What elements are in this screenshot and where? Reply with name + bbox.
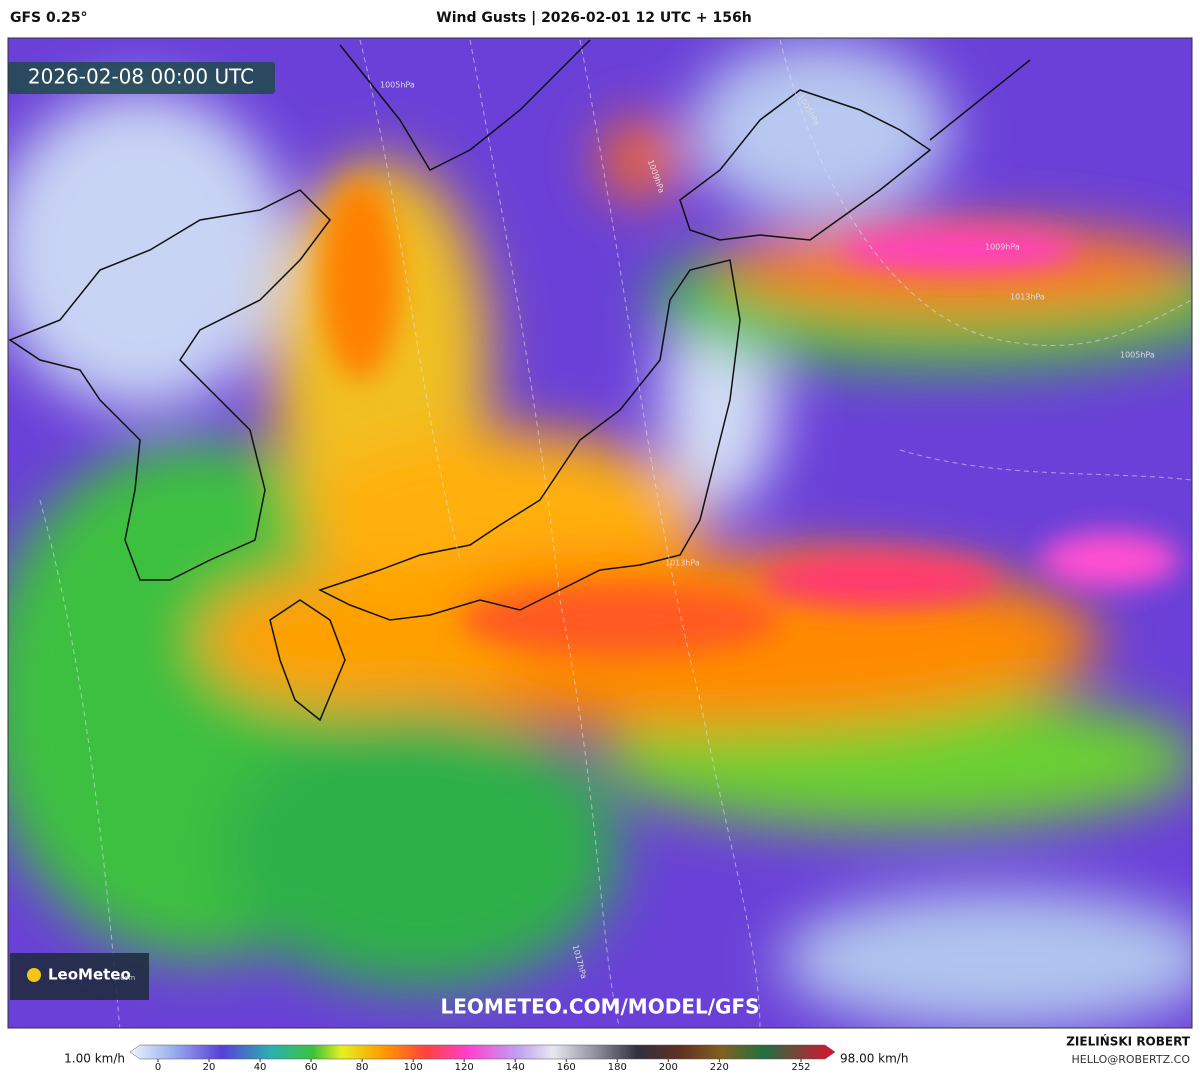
isobar-label: 1013hPa xyxy=(665,559,700,568)
author-name: ZIELIŃSKI ROBERT xyxy=(1066,1034,1191,1049)
colorbar-tick-label: 80 xyxy=(356,1062,369,1073)
colorbar-tick-label: 160 xyxy=(557,1062,576,1073)
colorbar-tick-label: 200 xyxy=(659,1062,678,1073)
isobar-label: 1013hPa xyxy=(1010,293,1045,302)
colorbar-tick-label: 100 xyxy=(404,1062,423,1073)
legend-min: 1.00 km/h xyxy=(64,1052,125,1066)
colorbar-tick-label: 252 xyxy=(791,1062,810,1073)
colorbar-tick-label: 140 xyxy=(506,1062,525,1073)
logo-brand: LeoMeteo xyxy=(48,966,131,984)
colorbar-tick-label: 180 xyxy=(608,1062,627,1073)
colorbar-tick-label: 120 xyxy=(455,1062,474,1073)
timestamp-box xyxy=(8,62,275,94)
isobar-label: 1005hPa xyxy=(1120,351,1155,360)
colorbar-tick-label: 60 xyxy=(305,1062,318,1073)
logo-sun xyxy=(27,968,41,982)
map-frame xyxy=(7,37,1193,1029)
colorbar-tick-label: 220 xyxy=(710,1062,729,1073)
isobar-label: 1005hPa xyxy=(380,81,415,90)
colorbar-tick-label: 40 xyxy=(254,1062,267,1073)
author-email: HELLO@ROBERTZ.CO xyxy=(1072,1053,1191,1066)
coastlines xyxy=(8,39,1031,722)
watermark: LEOMETEO.COM/MODEL/GFS xyxy=(440,995,759,1019)
timestamp: 2026-02-08 00:00 UTC xyxy=(28,65,254,89)
legend-max: 98.00 km/h xyxy=(840,1052,908,1066)
colorbar-bar xyxy=(129,1044,836,1060)
colorbar-tick-label: 0 xyxy=(155,1062,161,1073)
colorbar-tick-label: 20 xyxy=(203,1062,216,1073)
isobar-lines xyxy=(39,39,1192,1028)
map-title: Wind Gusts | 2026-02-01 12 UTC + 156h xyxy=(436,10,751,26)
isobar-label: 1009hPa xyxy=(985,243,1020,252)
logo-suffix: .com xyxy=(118,974,135,982)
wind-field: 1005hPa 1005hPa 1009hPa 1005hPa 1013hPa … xyxy=(8,38,1192,1028)
model-label: GFS 0.25° xyxy=(10,10,88,26)
colorbar: 1.00 km/h 98.00 km/h 0 20 40 60 80 100 120 140 1… xyxy=(64,1044,908,1073)
